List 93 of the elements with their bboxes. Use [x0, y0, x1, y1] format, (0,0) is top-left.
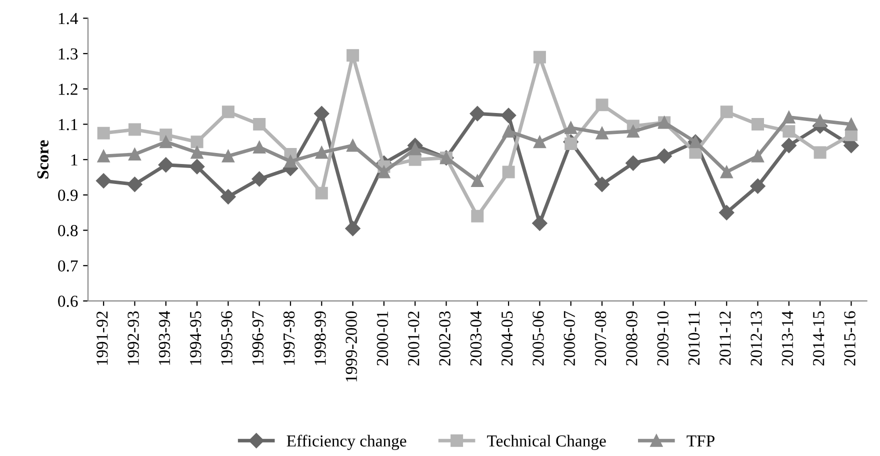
x-tick-label: 1996-97 [252, 311, 264, 365]
point [782, 125, 796, 138]
point [533, 50, 546, 64]
x-tick-label: 1993-94 [158, 310, 170, 365]
point [253, 140, 266, 154]
point [128, 123, 141, 136]
point [378, 166, 390, 178]
legend-label: Efficiency change [286, 434, 406, 450]
point [345, 220, 360, 236]
point [96, 173, 112, 188]
point [408, 142, 422, 156]
point [502, 125, 515, 138]
x-tick-label: 2012-13 [750, 311, 762, 366]
point [222, 106, 234, 118]
x-tick-label: 2007-08 [594, 311, 606, 366]
point [471, 210, 484, 222]
point [750, 178, 766, 194]
point [719, 205, 734, 220]
point [533, 136, 546, 148]
y-tick-label: 1.4 [58, 13, 78, 24]
point [252, 171, 267, 187]
point [315, 146, 328, 159]
point [596, 126, 608, 140]
point [97, 150, 110, 162]
point [220, 189, 236, 204]
x-tick-label: 2013-14 [782, 310, 794, 366]
x-tick-label: 1997-98 [283, 311, 295, 365]
point [502, 166, 515, 178]
y-tick-label: 1.1 [58, 119, 78, 130]
point [470, 106, 485, 122]
x-tick-label: 1998-99 [314, 311, 326, 365]
point [314, 106, 330, 122]
x-tick-label: 2014-15 [812, 311, 824, 366]
point [656, 148, 672, 164]
y-tick-label: 1.2 [58, 84, 78, 95]
point [346, 139, 360, 152]
point [127, 176, 142, 192]
point [190, 136, 204, 148]
point [626, 125, 640, 138]
point [500, 108, 516, 123]
x-tick-label: 2006-07 [564, 311, 576, 366]
x-tick-label: 2003-04 [470, 310, 482, 366]
y-tick-label: 0.8 [58, 224, 78, 236]
legend-label: TFP [686, 436, 714, 446]
x-tick-label: 1991-92 [96, 312, 108, 365]
x-tick-label: 2002-03 [439, 311, 450, 366]
x-tick-label: 2008-09 [626, 311, 638, 366]
point [315, 186, 328, 200]
point [596, 98, 608, 112]
y-axis-title: Score [37, 140, 49, 178]
point [97, 126, 110, 140]
point [720, 166, 733, 178]
x-tick-label: 2011-12 [720, 312, 731, 365]
point [253, 118, 266, 131]
point [752, 118, 764, 131]
x-tick-label: 1995-96 [221, 311, 232, 365]
point [814, 146, 826, 159]
x-tick-label: 2005-06 [532, 311, 544, 366]
point [844, 118, 858, 131]
x-tick-label: 2010-11 [688, 312, 700, 365]
point [752, 150, 764, 162]
y-tick-label: 0.9 [58, 190, 78, 201]
x-tick-label: 2004-05 [501, 311, 513, 366]
x-tick-label: 1999-2000 [346, 311, 357, 382]
x-tick-label: 2015-16 [844, 311, 856, 366]
y-tick-label: 0.6 [58, 296, 78, 307]
point [189, 159, 205, 174]
y-tick-label: 0.7 [58, 260, 78, 272]
x-tick-label: 2000-01 [376, 312, 388, 366]
point [781, 138, 796, 154]
point [471, 174, 484, 188]
x-tick-label: 2009-10 [657, 311, 668, 366]
point [564, 122, 578, 134]
y-tick-label: 1.3 [58, 48, 78, 60]
x-tick-label: 2001-02 [408, 312, 420, 366]
point [720, 106, 733, 118]
point [160, 136, 172, 148]
x-tick-label: 1994-95 [190, 311, 202, 365]
point [190, 146, 204, 159]
point [532, 216, 548, 231]
point [128, 148, 141, 161]
y-tick-label: 1 [71, 154, 78, 166]
point [594, 176, 610, 192]
point [626, 156, 641, 171]
point [222, 150, 234, 162]
point [814, 114, 826, 127]
x-tick-label: 1992-93 [128, 311, 139, 365]
point [782, 110, 796, 124]
point [158, 157, 174, 172]
point [564, 137, 578, 150]
legend-label: Technical Change [487, 434, 606, 450]
point [346, 49, 360, 62]
point [284, 155, 297, 168]
